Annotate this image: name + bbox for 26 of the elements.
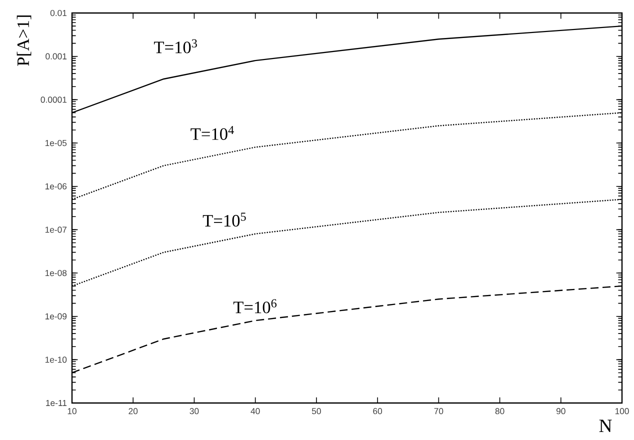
y-tick-label: 0.001 — [46, 53, 67, 60]
series-label: T=10$^{5}$ — [202, 212, 246, 227]
x-tick-label: 90 — [556, 408, 566, 414]
x-tick-label: 40 — [250, 408, 260, 414]
x-tick-label: 50 — [312, 408, 321, 414]
x-tick-label: 60 — [373, 408, 382, 414]
y-tick-label: 0.01 — [50, 10, 67, 16]
x-axis-title: N — [599, 420, 612, 432]
y-tick-label: 0.0001 — [40, 96, 67, 103]
series-label: T=10$^{4}$ — [190, 126, 234, 140]
y-tick-label: 1e-07 — [45, 226, 67, 233]
y-tick-label: 1e-09 — [45, 313, 67, 320]
y-tick-label: 1e-06 — [45, 183, 67, 190]
x-tick-label: 10 — [68, 408, 76, 414]
legend-label: T=10$^{3}$ — [154, 39, 197, 54]
series-label: T=10$^{6}$ — [233, 299, 277, 314]
y-tick-label: 1e-08 — [45, 270, 67, 276]
y-tick-label: 1e-11 — [46, 400, 67, 406]
y-tick-label: 1e-05 — [45, 140, 67, 146]
x-tick-label: 20 — [128, 408, 138, 414]
y-axis-title: P[A>1] — [16, 16, 32, 66]
x-tick-label: 80 — [495, 408, 504, 414]
x-tick-label: 30 — [190, 408, 199, 414]
x-tick-label: 100 — [615, 408, 629, 414]
x-tick-label: 70 — [434, 408, 444, 414]
y-tick-label: 1e-10 — [45, 356, 67, 363]
